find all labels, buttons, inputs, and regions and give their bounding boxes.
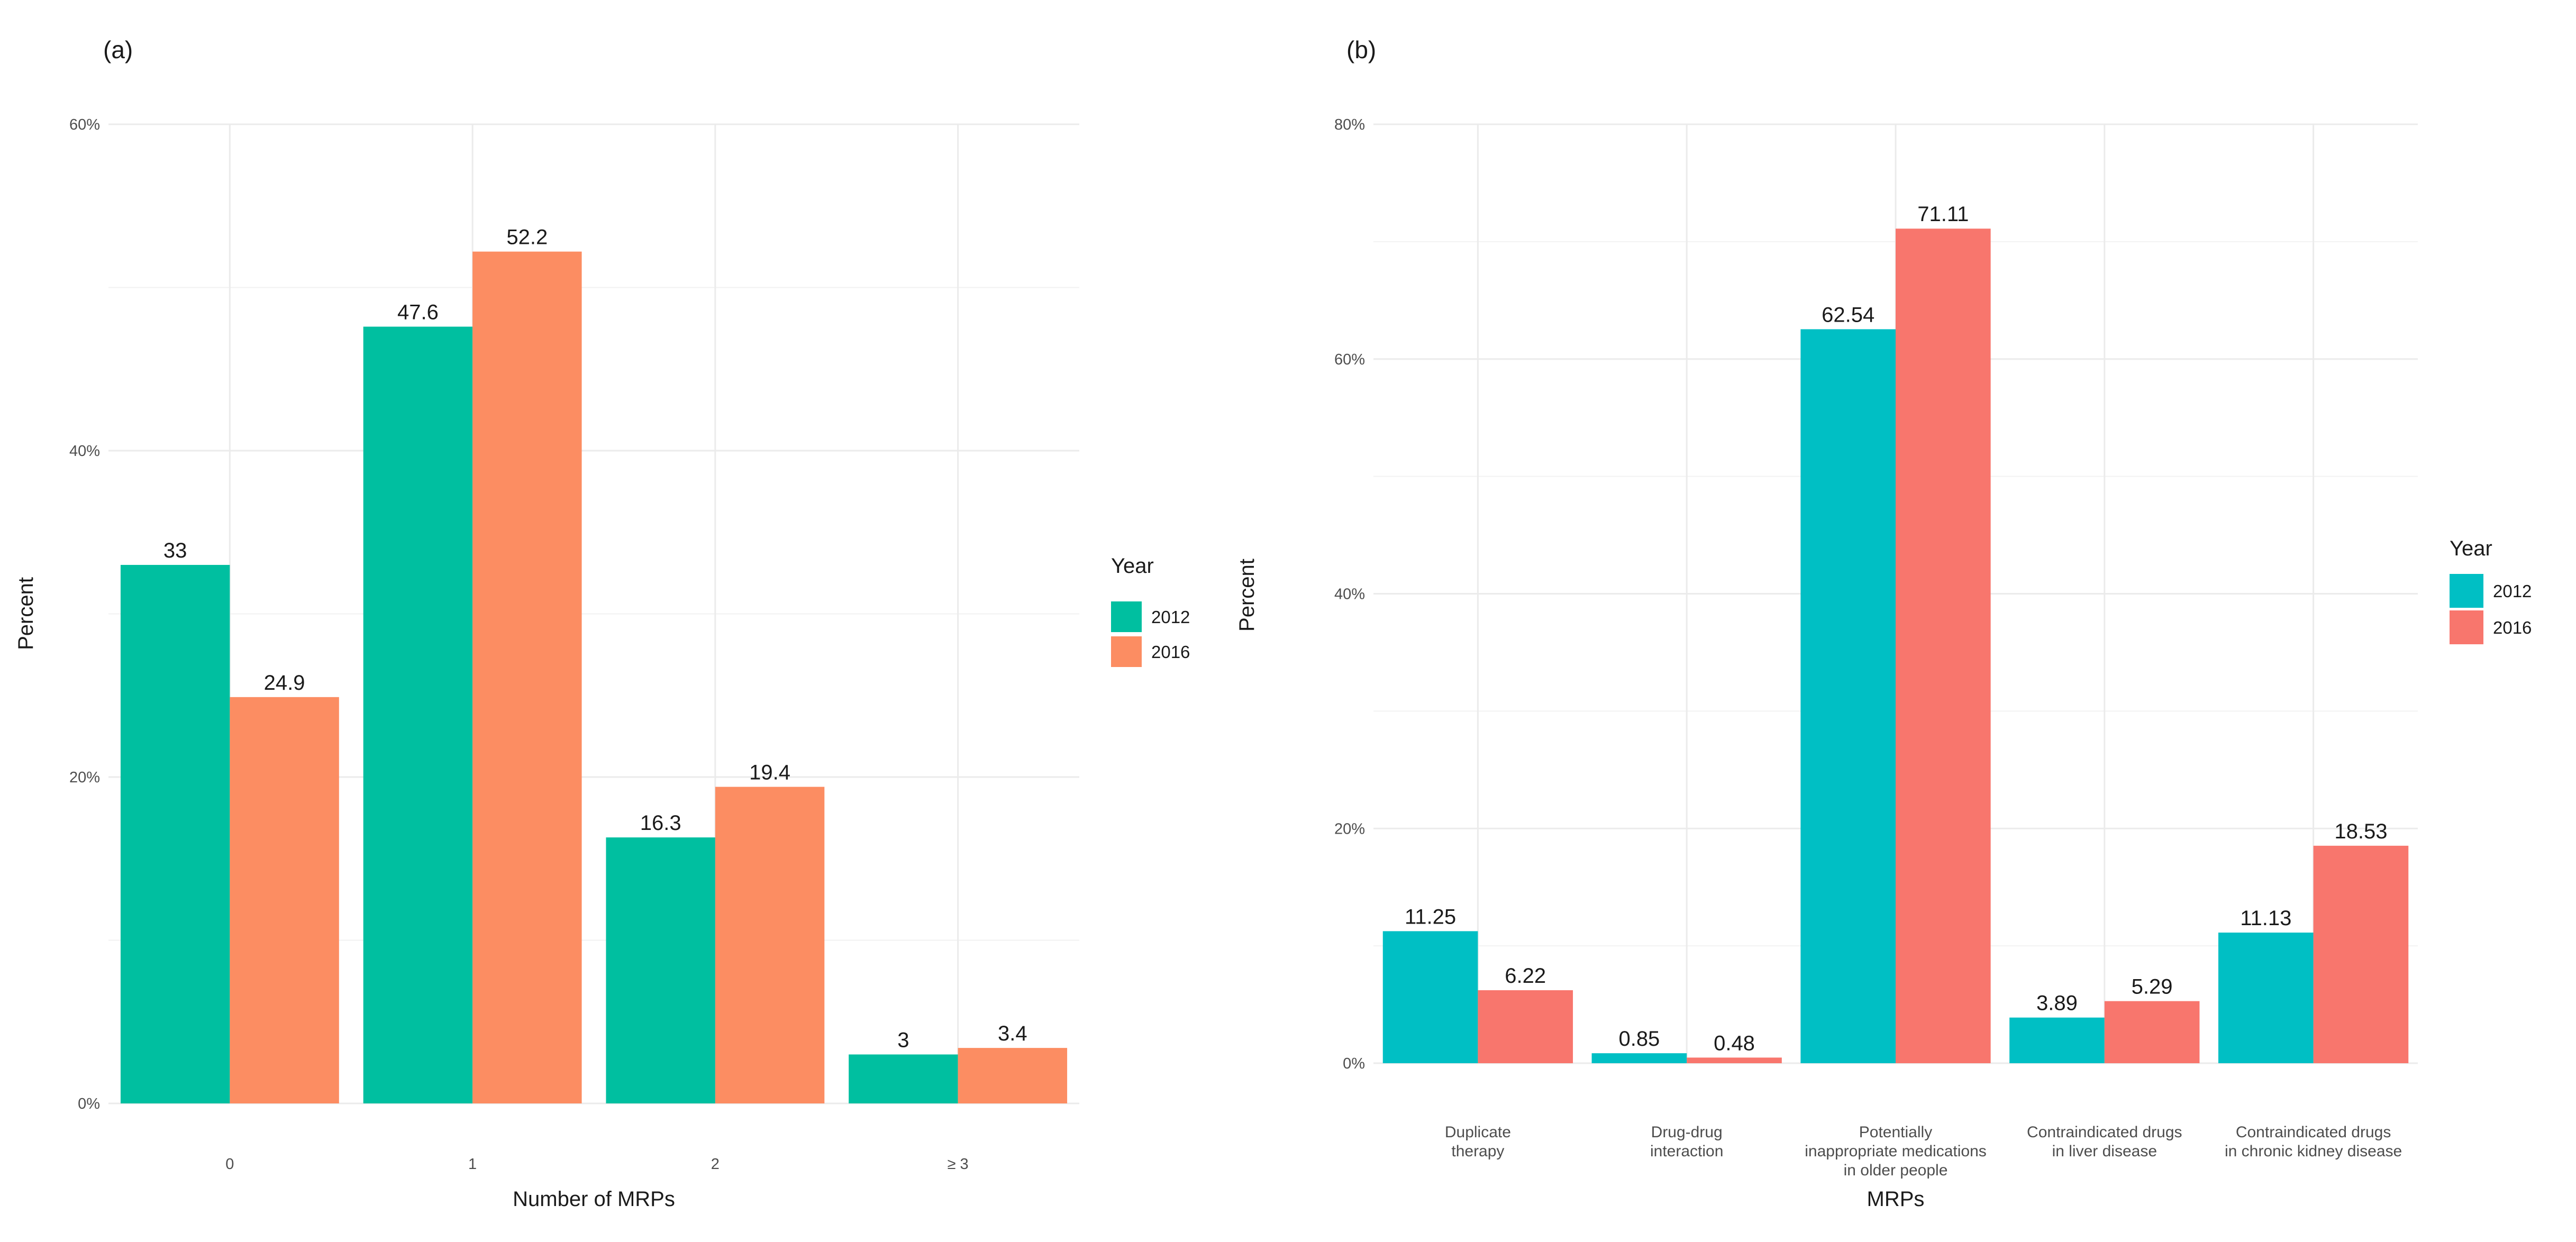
- bar-2012-2: [1800, 329, 1896, 1063]
- x-category-label: Contraindicated drugs in liver disease: [2027, 1124, 2182, 1160]
- bar-data-label: 47.6: [397, 301, 439, 324]
- x-category-label-line: interaction: [1650, 1143, 1723, 1160]
- y-tick-label: 40%: [69, 443, 100, 460]
- x-category-label-line: Duplicate: [1445, 1124, 1511, 1141]
- bar-data-label: 5.29: [2132, 975, 2173, 999]
- bar-data-label: 3.89: [2036, 992, 2078, 1015]
- y-axis-title: Percent: [1235, 559, 1259, 632]
- x-category-label: Drug-drug interaction: [1650, 1124, 1723, 1160]
- legend-label: 2016: [2493, 618, 2532, 637]
- bar-data-label: 11.25: [1405, 905, 1456, 928]
- y-tick-label: 0%: [78, 1095, 100, 1112]
- legend-label: 2012: [2493, 581, 2532, 601]
- bar-2016-1: [1687, 1057, 1782, 1063]
- legend-swatch-2016: [1111, 636, 1142, 667]
- x-category-label-line: Contraindicated drugs: [2236, 1124, 2391, 1141]
- x-category-label-line: therapy: [1451, 1143, 1504, 1160]
- y-tick-label: 60%: [1334, 351, 1365, 368]
- x-category-label-line: inappropriate medications: [1805, 1143, 1987, 1160]
- panel-label: (a): [103, 36, 133, 63]
- bar-data-label: 18.53: [2334, 820, 2387, 843]
- x-category-label-line: in liver disease: [2052, 1143, 2157, 1160]
- chart-panel-b: (b) 0% 20% 40% 60% 80% 11.25 0.85 62.54 3.89 11.13…: [1235, 36, 2532, 1211]
- bar-2016-0: [230, 697, 339, 1103]
- x-category-label-line: 2: [711, 1156, 720, 1173]
- y-axis-title: Percent: [14, 577, 38, 650]
- y-tick-label: 20%: [1334, 820, 1365, 837]
- legend: Year 2012 2016: [1111, 554, 1190, 667]
- legend-title: Year: [1111, 554, 1154, 578]
- x-category-label: 2: [711, 1156, 720, 1173]
- panel-label: (b): [1346, 36, 1376, 63]
- x-category-label-line: 0: [225, 1156, 234, 1173]
- bar-data-label: 19.4: [749, 761, 790, 784]
- bar-2012-2: [606, 837, 715, 1103]
- x-category-label: Duplicate therapy: [1445, 1124, 1511, 1160]
- legend-label: 2016: [1151, 642, 1190, 662]
- x-category-label: 1: [468, 1156, 477, 1173]
- x-category-label-line: ≥ 3: [948, 1156, 969, 1173]
- x-category-label-line: Contraindicated drugs: [2027, 1124, 2182, 1141]
- bar-2016-0: [1478, 990, 1573, 1063]
- y-tick-label: 40%: [1334, 586, 1365, 603]
- x-category-label: Contraindicated drugs in chronic kidney d…: [2225, 1124, 2402, 1160]
- bar-data-label: 11.13: [2240, 907, 2291, 930]
- x-category-label-line: Drug-drug: [1651, 1124, 1723, 1141]
- bar-data-label: 6.22: [1505, 964, 1546, 988]
- x-category-label: ≥ 3: [948, 1156, 969, 1173]
- bar-data-label: 33: [163, 539, 187, 562]
- bar-2012-3: [2009, 1017, 2105, 1063]
- y-tick-label: 80%: [1334, 116, 1365, 133]
- x-axis-title: Number of MRPs: [513, 1188, 675, 1211]
- bar-2012-4: [2218, 933, 2314, 1063]
- bar-data-label: 24.9: [264, 671, 305, 695]
- bar-2016-3: [958, 1048, 1068, 1103]
- y-tick-label: 60%: [69, 116, 100, 133]
- bar-2016-4: [2313, 845, 2409, 1063]
- bar-2012-0: [1382, 931, 1478, 1063]
- bar-2016-2: [1896, 229, 1991, 1064]
- chart-panel-a: (a) 0% 20% 40% 60% 33 47.6 16.3 3 24.9 52.2 19.4 3.4…: [14, 36, 1190, 1211]
- legend-swatch-2016: [2450, 610, 2483, 644]
- x-category-label-line: in chronic kidney disease: [2225, 1143, 2402, 1160]
- bar-2012-1: [363, 326, 473, 1103]
- x-axis-title: MRPs: [1867, 1188, 1925, 1211]
- bar-data-label: 52.2: [506, 226, 548, 249]
- bar-2016-1: [472, 251, 582, 1103]
- legend-swatch-2012: [2450, 574, 2483, 608]
- legend-swatch-2012: [1111, 601, 1142, 632]
- x-category-label-line: Potentially: [1859, 1124, 1932, 1141]
- bar-2016-2: [715, 787, 825, 1103]
- y-tick-label: 0%: [1343, 1055, 1365, 1072]
- bar-data-label: 71.11: [1917, 203, 1969, 226]
- x-category-label: Potentially inappropriate medications in o…: [1805, 1124, 1987, 1179]
- bar-data-label: 62.54: [1822, 303, 1874, 326]
- bar-2016-3: [2104, 1001, 2200, 1063]
- legend-label: 2012: [1151, 607, 1190, 627]
- bar-data-label: 3: [897, 1028, 909, 1052]
- x-category-label-line: in older people: [1844, 1162, 1948, 1179]
- legend-title: Year: [2450, 537, 2492, 560]
- bar-data-label: 3.4: [998, 1022, 1027, 1045]
- x-category-label: 0: [225, 1156, 234, 1173]
- legend: Year 2012 2016: [2450, 537, 2532, 644]
- bar-2012-1: [1591, 1053, 1687, 1063]
- bar-2012-0: [120, 564, 230, 1103]
- bar-2012-3: [849, 1054, 958, 1103]
- y-tick-label: 20%: [69, 769, 100, 786]
- bar-data-label: 0.48: [1714, 1031, 1755, 1055]
- x-category-label-line: 1: [468, 1156, 477, 1173]
- bar-data-label: 16.3: [640, 811, 681, 835]
- bar-data-label: 0.85: [1618, 1027, 1660, 1051]
